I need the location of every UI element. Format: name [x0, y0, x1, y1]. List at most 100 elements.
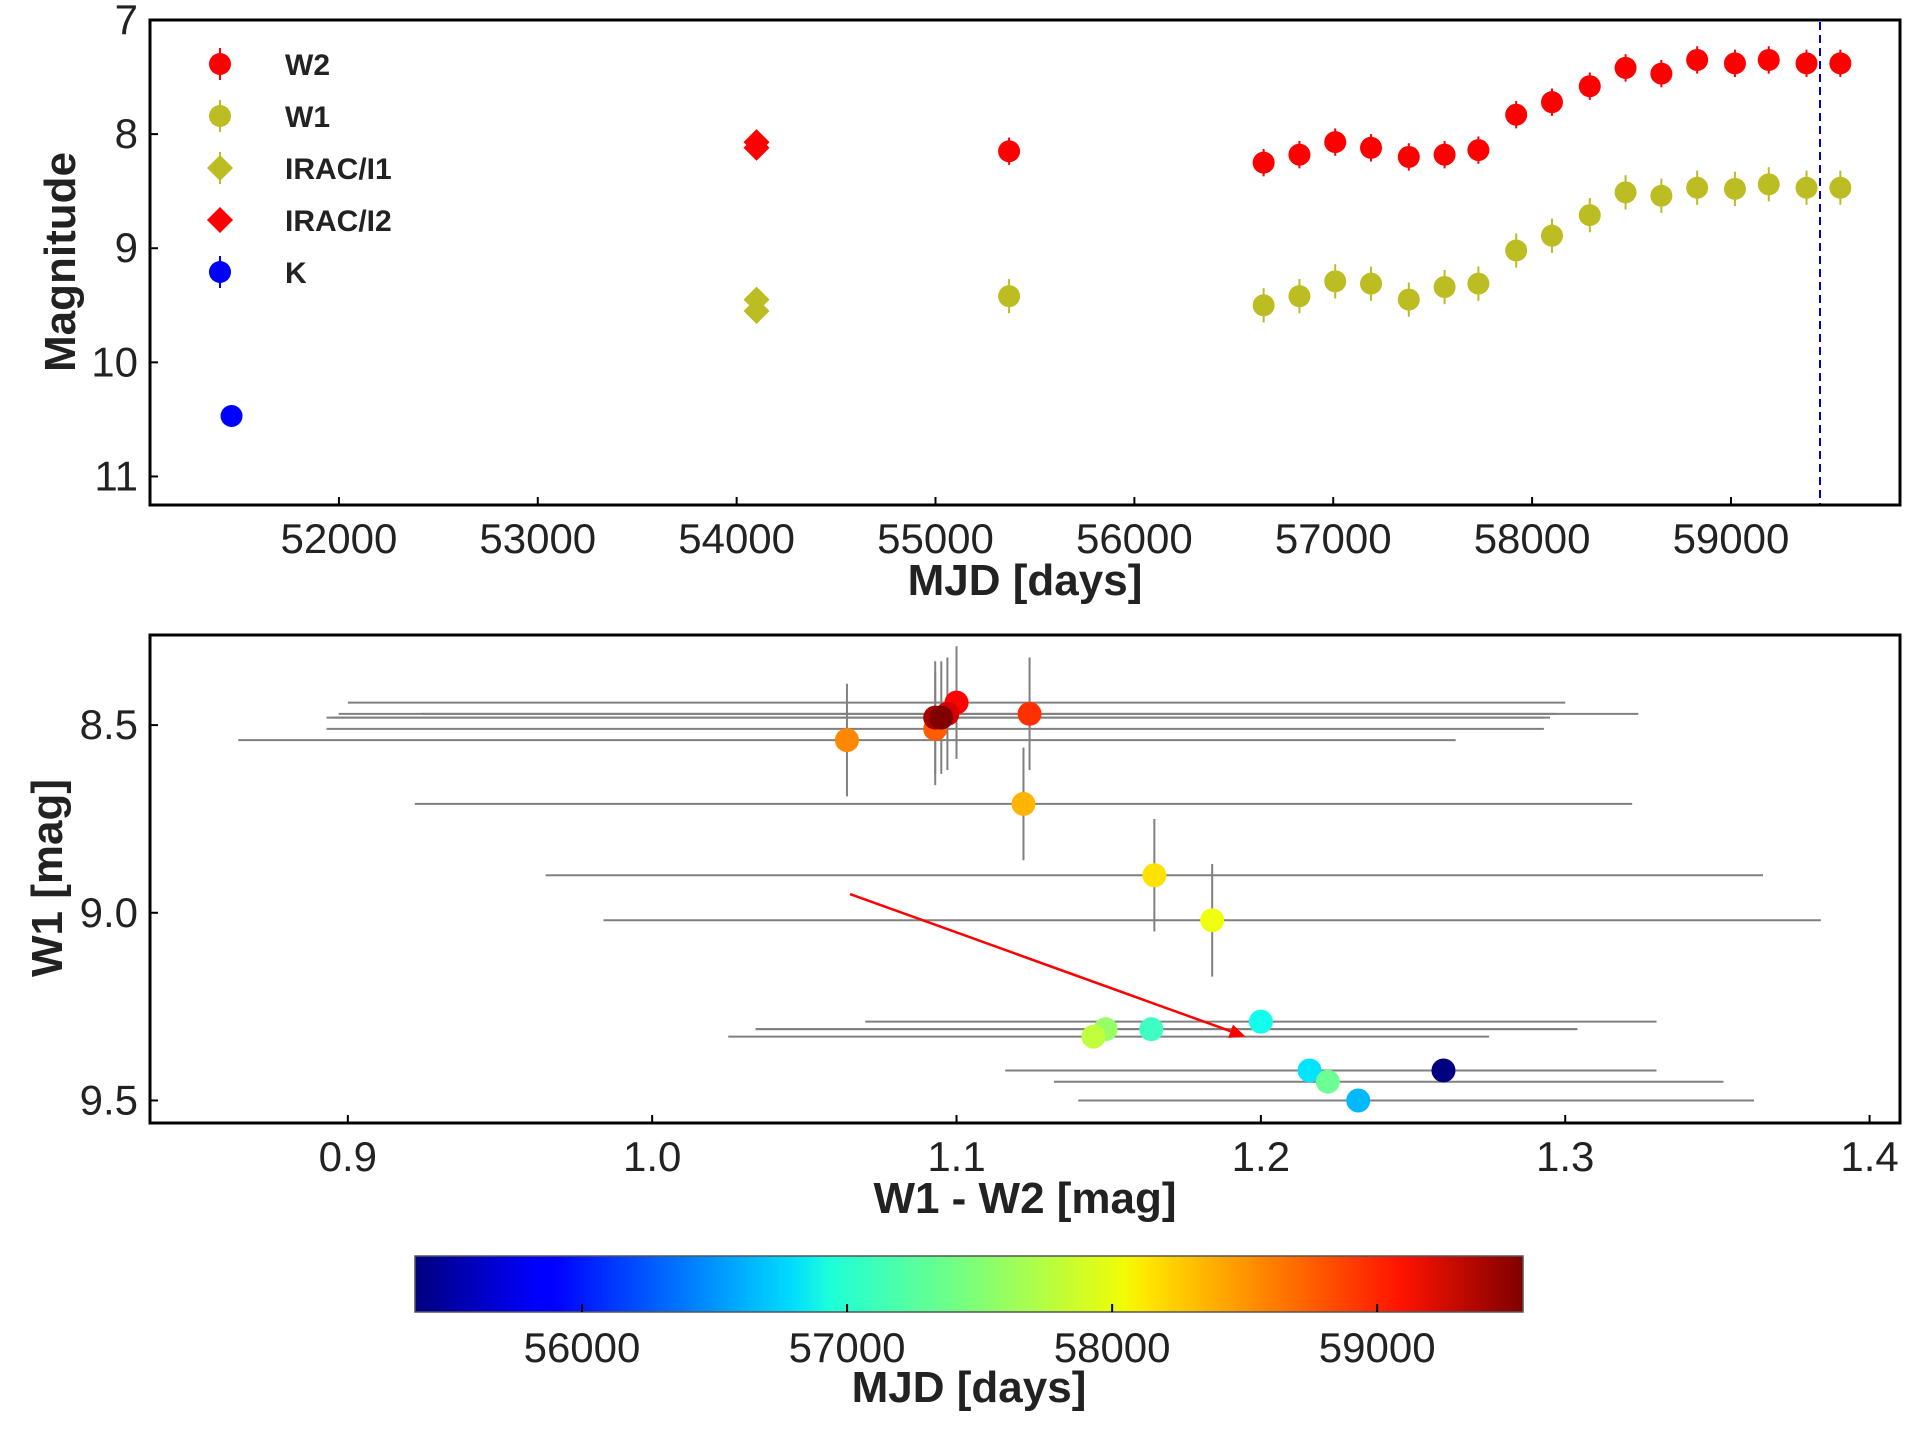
- w2-point: [1578, 75, 1601, 98]
- w1-point: [1288, 285, 1311, 308]
- legend-label: IRAC/I2: [285, 205, 392, 238]
- y-tick-label: 9.5: [80, 1076, 138, 1123]
- w2-point: [1757, 48, 1780, 71]
- w1-point: [1723, 177, 1746, 200]
- legend-entry-irac-i1: IRAC/I1: [207, 152, 392, 186]
- x-tick-label: 54000: [678, 515, 795, 562]
- w2-point: [1650, 62, 1673, 85]
- w1-point: [1397, 288, 1420, 311]
- w1-point: [1433, 276, 1456, 299]
- color-magnitude-point: [1139, 1017, 1164, 1042]
- w2-point: [1252, 151, 1275, 174]
- legend-marker: [209, 261, 231, 283]
- color-magnitude-point: [834, 728, 859, 753]
- legend-entry-w1: W1: [209, 100, 330, 134]
- light-curve-panel: 52000 53000 54000 55000 56000 57000 58000 59000…: [36, 0, 1902, 605]
- w2-point: [1397, 145, 1420, 168]
- x-tick-label: 55000: [877, 515, 994, 562]
- w1-point: [1650, 184, 1673, 207]
- top-x-axis-label: MJD [days]: [908, 556, 1143, 605]
- y-tick-label: 8: [115, 110, 138, 157]
- w2-point: [1686, 48, 1709, 71]
- w2-point: [998, 140, 1021, 163]
- legend-label: IRAC/I1: [285, 153, 392, 186]
- x-tick-label: 52000: [281, 515, 398, 562]
- color-magnitude-point: [1315, 1069, 1340, 1094]
- w1-point: [1757, 173, 1780, 196]
- irac-i1-point: [743, 298, 770, 324]
- color-magnitude-point: [1431, 1058, 1456, 1083]
- colorbar: 56000 57000 58000 59000 MJD [days]: [414, 1255, 1524, 1412]
- top-y-axis-label: Magnitude: [36, 152, 85, 372]
- legend-label: W2: [285, 49, 330, 82]
- y-tick-label: 7: [115, 0, 138, 43]
- colorbar-tick-label: 57000: [789, 1324, 906, 1371]
- color-magnitude-point: [1142, 863, 1167, 888]
- trend-arrow: [849, 892, 1232, 1033]
- w1-point: [1505, 239, 1528, 262]
- y-tick-label: 11: [94, 452, 138, 499]
- color-magnitude-point: [1200, 908, 1225, 933]
- w1-point: [1686, 176, 1709, 199]
- legend-marker: [209, 53, 231, 75]
- legend-entry-irac-i2: IRAC/I2: [207, 205, 392, 238]
- w1-point: [1829, 176, 1852, 199]
- w2-point: [1505, 103, 1528, 126]
- w1-point: [1540, 224, 1563, 247]
- w1-point: [1252, 294, 1275, 317]
- color-magnitude-point: [1346, 1088, 1371, 1113]
- colorbar-label: MJD [days]: [852, 1363, 1087, 1412]
- legend-entry-w2: W2: [209, 48, 330, 82]
- colorbar-gradient: [414, 1255, 1524, 1313]
- x-tick-label: 58000: [1474, 515, 1591, 562]
- y-tick-label: 9: [115, 224, 138, 271]
- w1-point: [998, 285, 1021, 308]
- color-magnitude-point: [1017, 701, 1042, 726]
- w2-point: [1433, 143, 1456, 166]
- k-point: [220, 404, 243, 427]
- x-tick-label: 1.2: [1232, 1133, 1290, 1180]
- w2-point: [1324, 131, 1347, 154]
- w2-point: [1467, 139, 1490, 162]
- colorbar-tick-label: 56000: [524, 1324, 641, 1371]
- legend-entry-k: K: [209, 256, 307, 290]
- w1-point: [1324, 270, 1347, 293]
- y-tick-label: 10: [91, 338, 138, 385]
- color-magnitude-point: [1297, 1058, 1322, 1083]
- w1-point: [1467, 272, 1490, 295]
- y-tick-label: 8.5: [80, 701, 138, 748]
- w2-point: [1614, 56, 1637, 79]
- irac-i2-point: [743, 134, 770, 161]
- bottom-x-axis-label: W1 - W2 [mag]: [873, 1174, 1176, 1223]
- trend-arrow-head: [1228, 1024, 1246, 1038]
- w2-point: [1540, 91, 1563, 114]
- w2-point: [1795, 52, 1818, 75]
- legend-label: K: [285, 257, 307, 290]
- color-magnitude-point: [1011, 791, 1036, 816]
- w1-point: [1795, 176, 1818, 199]
- top-plot-frame: [148, 18, 1902, 507]
- w1-point: [1578, 204, 1601, 227]
- legend: W2 W1 IRAC/I1 IRAC/I2 K: [207, 48, 392, 290]
- x-tick-label: 57000: [1275, 515, 1392, 562]
- x-tick-label: 1.4: [1840, 1133, 1898, 1180]
- w2-point: [1829, 52, 1852, 75]
- legend-marker: [207, 207, 233, 233]
- w1-point: [1614, 181, 1637, 204]
- color-magnitude-point: [1248, 1009, 1273, 1034]
- w2-point: [1288, 143, 1311, 166]
- x-tick-label: 1.0: [623, 1133, 681, 1180]
- x-tick-label: 53000: [479, 515, 596, 562]
- colorbar-tick-label: 58000: [1054, 1324, 1171, 1371]
- color-magnitude-point: [929, 705, 954, 730]
- color-magnitude-point: [1081, 1024, 1106, 1049]
- bottom-plot-frame: [148, 633, 1902, 1125]
- legend-marker: [207, 155, 233, 181]
- w2-point: [1723, 52, 1746, 75]
- colorbar-tick-label: 59000: [1319, 1324, 1436, 1371]
- x-tick-label: 0.9: [319, 1133, 377, 1180]
- bottom-y-axis-label: W1 [mag]: [23, 779, 72, 977]
- legend-marker: [209, 105, 231, 127]
- w2-point: [1360, 136, 1383, 159]
